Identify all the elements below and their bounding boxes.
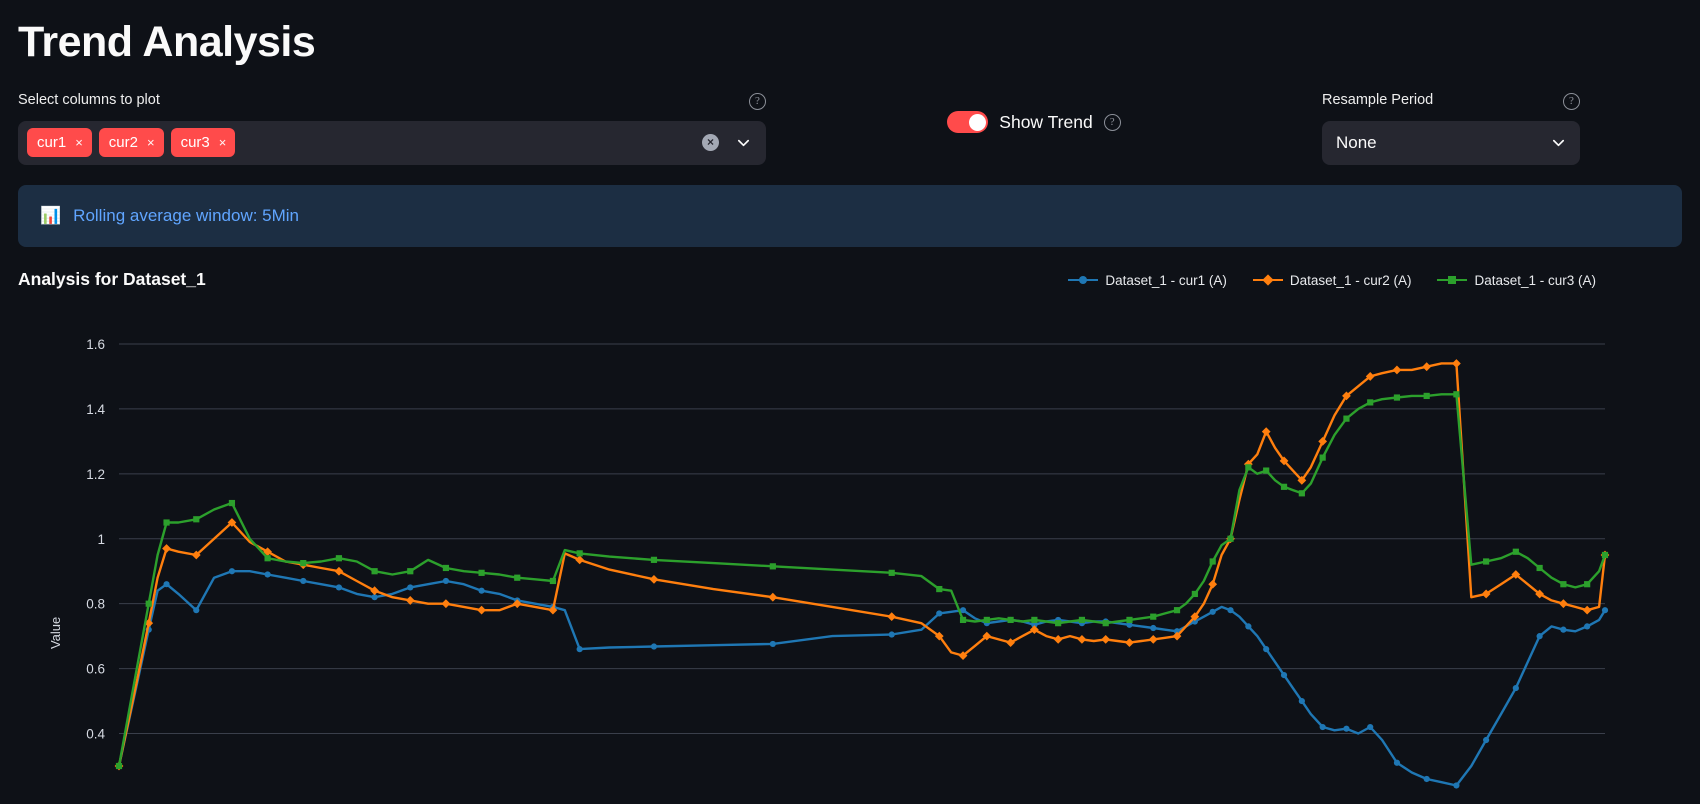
chevron-down-icon[interactable]: [1551, 135, 1566, 150]
resample-period-label: Resample Period: [1322, 92, 1434, 109]
trend-chart[interactable]: 1.6 1.4 1.2 1 0.8 0.6 0.4 Value: [18, 296, 1682, 791]
show-trend-toggle[interactable]: [947, 111, 989, 134]
bar-chart-icon: 📊: [40, 206, 62, 226]
pill-remove-icon[interactable]: ×: [75, 135, 83, 151]
y-axis-tick-label: 1.4: [86, 402, 105, 417]
pill-label: cur3: [180, 134, 210, 152]
y-axis-tick-label: 1.2: [86, 466, 105, 481]
y-axis-title: Value: [48, 616, 63, 648]
select-columns-label: Select columns to plot: [18, 92, 160, 109]
resample-period-value: None: [1336, 132, 1377, 152]
controls-row: Select columns to plot ? cur1 × cur2 × c…: [18, 89, 1682, 165]
legend-key-diamond-icon: [1252, 274, 1283, 286]
chart-series-1: [114, 358, 1610, 771]
y-axis-tick-label: 1: [97, 531, 105, 546]
y-axis-tick-label: 0.8: [86, 596, 105, 611]
select-columns-group: Select columns to plot ? cur1 × cur2 × c…: [18, 89, 766, 165]
legend-label: Dataset_1 - cur2 (A): [1289, 272, 1412, 288]
chart-title: Analysis for Dataset_1: [18, 268, 206, 289]
chart-series-0: [115, 567, 1609, 789]
pill-label: cur1: [37, 134, 67, 152]
select-columns-label-row: Select columns to plot ?: [18, 89, 766, 112]
y-axis-tick-label: 1.6: [86, 337, 105, 352]
legend-key-square-icon: [1437, 274, 1468, 286]
show-trend-group: Show Trend ?: [766, 89, 1302, 134]
help-icon[interactable]: ?: [1563, 92, 1580, 110]
chart-legend: Dataset_1 - cur1 (A) Dataset_1 - cur2 (A…: [1068, 273, 1596, 288]
chart-svg[interactable]: 1.6 1.4 1.2 1 0.8 0.6 0.4 Value: [18, 296, 1682, 791]
chart-series-2: [115, 390, 1609, 769]
show-trend-toggle-wrap[interactable]: Show Trend ?: [947, 111, 1121, 134]
pill-remove-icon[interactable]: ×: [146, 135, 155, 151]
help-icon[interactable]: ?: [749, 92, 766, 110]
selected-pill-cur1[interactable]: cur1 ×: [27, 128, 92, 158]
pill-remove-icon[interactable]: ×: [218, 135, 227, 151]
chart-header: Analysis for Dataset_1 Dataset_1 - cur1 …: [18, 269, 1682, 290]
legend-label: Dataset_1 - cur1 (A): [1105, 272, 1227, 288]
show-trend-label: Show Trend: [999, 111, 1093, 132]
resample-period-group: Resample Period ? None: [1322, 89, 1580, 165]
legend-item-cur3[interactable]: Dataset_1 - cur3 (A): [1437, 273, 1596, 288]
clear-all-icon[interactable]: ×: [702, 134, 719, 152]
pill-label: cur2: [108, 134, 138, 152]
y-axis-tick-label: 0.4: [86, 726, 105, 741]
legend-item-cur2[interactable]: Dataset_1 - cur2 (A): [1252, 272, 1412, 288]
legend-label: Dataset_1 - cur3 (A): [1474, 272, 1596, 288]
resample-label-row: Resample Period ?: [1322, 89, 1580, 112]
selected-pill-cur3[interactable]: cur3 ×: [170, 128, 236, 158]
select-columns-multiselect[interactable]: cur1 × cur2 × cur3 × ×: [18, 120, 766, 165]
page-title: Trend Analysis: [18, 18, 316, 66]
selected-pill-cur2[interactable]: cur2 ×: [98, 128, 164, 158]
toggle-knob: [968, 113, 986, 131]
legend-key-circle-icon: [1068, 274, 1099, 286]
info-banner-text: Rolling average window: 5Min: [73, 205, 300, 225]
help-icon[interactable]: ?: [1103, 113, 1121, 131]
legend-item-cur1[interactable]: Dataset_1 - cur1 (A): [1068, 273, 1227, 288]
rolling-average-info-banner: 📊 Rolling average window: 5Min: [18, 184, 1682, 247]
chevron-down-icon[interactable]: [736, 135, 751, 150]
resample-period-select[interactable]: None: [1322, 120, 1580, 165]
y-axis-tick-label: 0.6: [86, 661, 105, 676]
